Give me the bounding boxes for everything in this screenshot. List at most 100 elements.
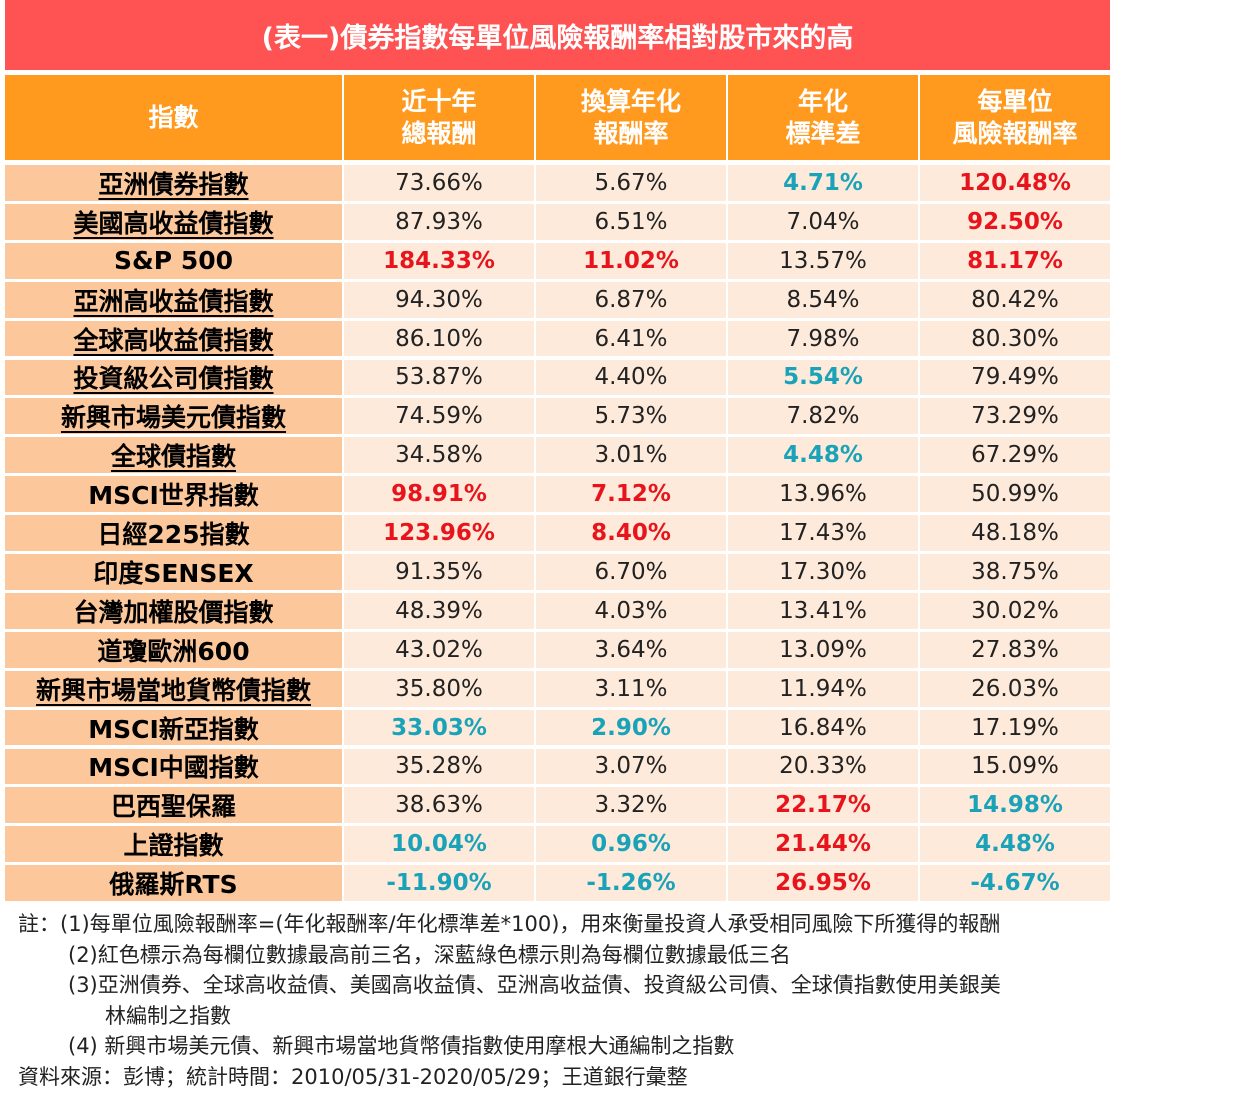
cell-value: 16.84% (779, 714, 867, 741)
index-name: S&P 500 (113, 246, 234, 276)
data-cell: 48.39% (344, 592, 534, 629)
cell-value: 15.09% (971, 753, 1059, 780)
cell-value: 13.09% (779, 636, 867, 663)
data-cell: 35.80% (344, 670, 534, 707)
row-label: 新興市場美元債指數 (5, 398, 342, 435)
cell-value: 7.98% (786, 325, 860, 352)
cell-value: 53.87% (395, 364, 483, 391)
cell-value: 26.95% (775, 870, 871, 897)
cell-value: 30.02% (971, 597, 1059, 624)
index-name: 台灣加權股價指數 (73, 597, 274, 627)
cell-value: 13.41% (779, 597, 867, 624)
data-cell: 73.29% (920, 398, 1110, 435)
cell-value: -11.90% (386, 870, 492, 897)
data-cell: 13.41% (728, 592, 918, 629)
cell-value: 4.71% (783, 169, 863, 196)
data-cell: 4.03% (536, 592, 726, 629)
header-cell: 近十年 總報酬 (344, 75, 534, 160)
data-cell: 92.50% (920, 203, 1110, 240)
data-cell: 87.93% (344, 203, 534, 240)
cell-value: 0.96% (591, 831, 671, 858)
data-cell: 3.64% (536, 631, 726, 668)
data-cell: 48.18% (920, 515, 1110, 551)
data-cell: 33.03% (344, 709, 534, 746)
data-cell: 7.04% (728, 203, 918, 240)
cell-value: 80.42% (971, 286, 1059, 313)
index-name: 新興市場美元債指數 (60, 403, 286, 433)
row-label: MSCI中國指數 (5, 748, 342, 785)
row-label: 全球債指數 (5, 437, 342, 474)
cell-value: 20.33% (779, 753, 867, 780)
cell-value: 50.99% (971, 481, 1059, 508)
header-text: 近十年 (401, 86, 477, 116)
cell-value: 3.32% (594, 792, 668, 819)
data-cell: 98.91% (344, 476, 534, 513)
row-label: 巴西聖保羅 (5, 787, 342, 824)
index-name: 道瓊歐洲600 (97, 636, 250, 666)
data-cell: 13.57% (728, 242, 918, 279)
cell-value: 17.43% (779, 520, 867, 547)
data-cell: 80.42% (920, 281, 1110, 318)
cell-value: 11.94% (779, 675, 867, 702)
data-cell: 22.17% (728, 787, 918, 824)
cell-value: 35.28% (395, 753, 483, 780)
data-cell: 11.94% (728, 670, 918, 707)
data-cell: 26.95% (728, 865, 918, 902)
data-cell: 86.10% (344, 320, 534, 357)
data-cell: 94.30% (344, 281, 534, 318)
data-cell: 4.40% (536, 359, 726, 396)
header-text: 換算年化 (580, 86, 681, 116)
cell-value: 67.29% (971, 442, 1059, 469)
cell-value: 7.12% (591, 481, 671, 508)
data-cell: -4.67% (920, 865, 1110, 902)
header-text: 風險報酬率 (952, 118, 1078, 148)
cell-value: 184.33% (383, 247, 495, 274)
data-cell: 3.01% (536, 437, 726, 474)
data-cell: 6.87% (536, 281, 726, 318)
cell-value: 7.82% (786, 403, 860, 430)
cell-value: 80.30% (971, 325, 1059, 352)
data-cell: 67.29% (920, 437, 1110, 474)
index-name: MSCI新亞指數 (88, 714, 259, 744)
header-text: 每單位 (977, 86, 1053, 116)
row-label: 日經225指數 (5, 515, 342, 551)
row-label: 道瓊歐洲600 (5, 631, 342, 668)
index-name: 全球債指數 (110, 442, 236, 472)
cell-value: 48.18% (971, 520, 1059, 547)
cell-value: -4.67% (970, 870, 1060, 897)
data-cell: 5.67% (536, 165, 726, 201)
row-label: 亞洲高收益債指數 (5, 281, 342, 318)
row-label: MSCI新亞指數 (5, 709, 342, 746)
row-label: 俄羅斯RTS (5, 865, 342, 902)
note: (4) 新興市場美元債、新興市場當地貨幣債指數使用摩根大通編制之指數 (68, 1034, 735, 1058)
index-name: 日經225指數 (97, 520, 250, 550)
header-text: 報酬率 (593, 118, 669, 148)
cell-value: 21.44% (775, 831, 871, 858)
cell-value: 6.70% (594, 558, 668, 585)
data-cell: 38.75% (920, 554, 1110, 590)
data-cell: 74.59% (344, 398, 534, 435)
data-cell: 6.70% (536, 554, 726, 590)
row-label: 新興市場當地貨幣債指數 (5, 670, 342, 707)
data-cell: 4.48% (728, 437, 918, 474)
data-cell: 73.66% (344, 165, 534, 201)
data-cell: 16.84% (728, 709, 918, 746)
data-cell: 53.87% (344, 359, 534, 396)
header-cell: 年化 標準差 (728, 75, 918, 160)
cell-value: 7.04% (786, 208, 860, 235)
data-cell: 3.32% (536, 787, 726, 824)
header-cell: 每單位 風險報酬率 (920, 75, 1110, 160)
data-cell: 123.96% (344, 515, 534, 551)
header-text: 總報酬 (401, 118, 477, 148)
cell-value: 22.17% (775, 792, 871, 819)
cell-value: 81.17% (967, 247, 1063, 274)
cell-value: 6.51% (594, 208, 668, 235)
cell-value: 3.07% (594, 753, 668, 780)
cell-value: 5.54% (783, 364, 863, 391)
cell-value: 8.40% (591, 520, 671, 547)
note: (3)亞洲債券、全球高收益債、美國高收益債、亞洲高收益債、投資級公司債、全球債指… (68, 973, 1001, 997)
index-name: 上證指數 (123, 831, 224, 861)
row-label: 台灣加權股價指數 (5, 592, 342, 629)
cell-value: 38.63% (395, 792, 483, 819)
data-cell: 50.99% (920, 476, 1110, 513)
